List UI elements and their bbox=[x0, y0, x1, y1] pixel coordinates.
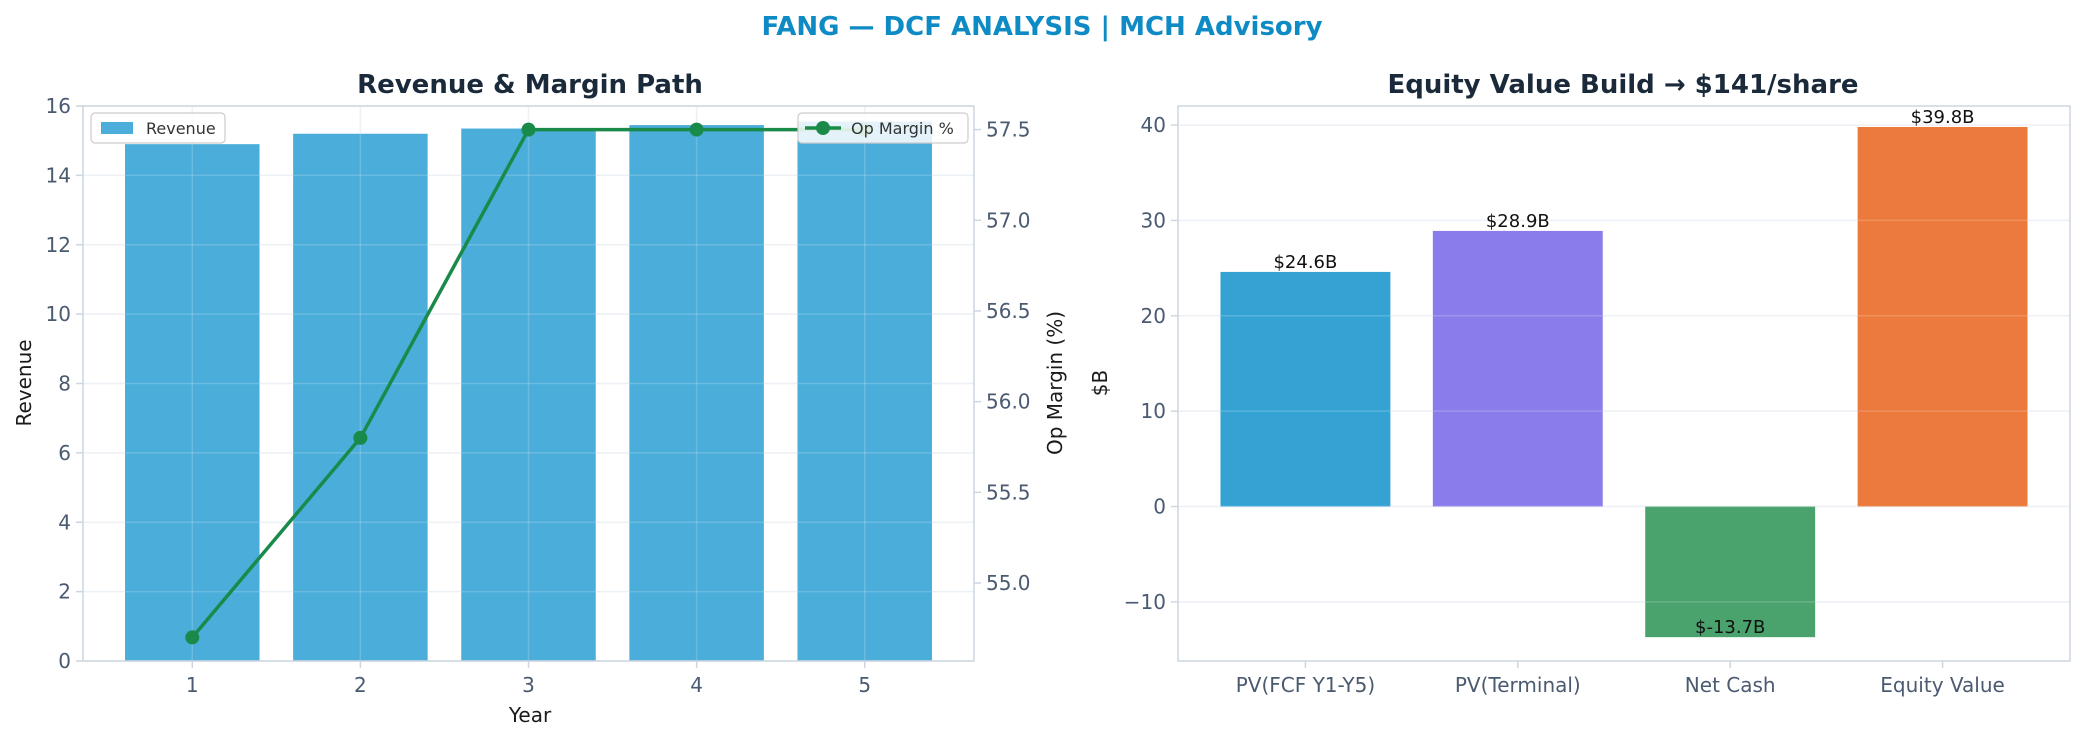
x-tick-label: 5 bbox=[858, 673, 871, 697]
y2-tick-label: 56.5 bbox=[986, 299, 1031, 323]
legend-margin: Op Margin % bbox=[797, 112, 969, 144]
y-tick-label: 10 bbox=[46, 302, 71, 326]
x-tick-label: 3 bbox=[522, 673, 535, 697]
y-tick-label: 20 bbox=[1141, 304, 1166, 328]
y-tick-label: 10 bbox=[1141, 399, 1166, 423]
y2-tick-label: 56.0 bbox=[986, 390, 1031, 414]
revenue-bar bbox=[629, 125, 764, 661]
y-tick-label: 16 bbox=[46, 94, 71, 118]
x-tick-label: PV(FCF Y1-Y5) bbox=[1236, 673, 1375, 697]
legend-label-revenue: Revenue bbox=[146, 119, 216, 138]
x-tick-label: Equity Value bbox=[1880, 673, 2005, 697]
y-tick-label: −10 bbox=[1124, 590, 1166, 614]
equity-build-chart: Equity Value Build → $141/share −10 0 10 20… bbox=[1088, 70, 2071, 697]
y2-ticks: 55.0 55.5 56.0 56.5 57.0 57.5 bbox=[974, 118, 1031, 595]
x-ticks: PV(FCF Y1-Y5) PV(Terminal) Net Cash Equity … bbox=[1236, 661, 2005, 697]
legend-label-margin: Op Margin % bbox=[851, 119, 954, 138]
data-label: $-13.7B bbox=[1695, 617, 1765, 638]
equity-bar bbox=[1645, 506, 1816, 638]
data-label: $24.6B bbox=[1273, 252, 1337, 273]
y-ticks: −10 0 10 20 30 40 bbox=[1124, 113, 1178, 614]
y2-tick-label: 57.0 bbox=[986, 208, 1031, 232]
x-ticks: 1 2 3 4 5 bbox=[186, 661, 871, 697]
y-tick-label: 12 bbox=[46, 233, 71, 257]
x-tick-label: 1 bbox=[186, 673, 199, 697]
margin-point bbox=[689, 122, 704, 137]
data-labels: $24.6B $28.9B $-13.7B $39.8B bbox=[1273, 107, 1974, 638]
revenue-bar bbox=[125, 144, 260, 661]
y-tick-label: 40 bbox=[1141, 113, 1166, 137]
y2-tick-label: 57.5 bbox=[986, 118, 1031, 142]
y2-axis-label: Op Margin (%) bbox=[1043, 311, 1067, 455]
chart-title: Revenue & Margin Path bbox=[357, 70, 703, 100]
legend-revenue: Revenue bbox=[90, 112, 226, 144]
x-tick-label: 2 bbox=[354, 673, 367, 697]
revenue-bar bbox=[797, 121, 932, 661]
margin-point bbox=[521, 122, 536, 137]
x-tick-label: 4 bbox=[690, 673, 703, 697]
x-tick-label: PV(Terminal) bbox=[1455, 673, 1581, 697]
equity-bars bbox=[1178, 124, 2070, 638]
data-label: $39.8B bbox=[1911, 107, 1975, 128]
margin-point bbox=[353, 430, 368, 445]
legend-box bbox=[90, 112, 226, 144]
y2-tick-label: 55.5 bbox=[986, 480, 1031, 504]
revenue-bar bbox=[293, 133, 428, 661]
y-tick-label: 2 bbox=[58, 580, 71, 604]
y-tick-label: 0 bbox=[58, 649, 71, 673]
y-tick-label: 6 bbox=[58, 441, 71, 465]
y-tick-label: 30 bbox=[1141, 208, 1166, 232]
data-label: $28.9B bbox=[1486, 211, 1550, 232]
equity-bar bbox=[1432, 230, 1603, 507]
y-tick-label: 14 bbox=[46, 163, 71, 187]
equity-bar bbox=[1220, 271, 1391, 507]
y-tick-label: 0 bbox=[1153, 495, 1166, 519]
y2-tick-label: 55.0 bbox=[986, 571, 1031, 595]
x-tick-label: Net Cash bbox=[1685, 673, 1776, 697]
margin-point bbox=[185, 630, 200, 645]
revenue-bar bbox=[461, 128, 596, 661]
legend-box bbox=[797, 112, 969, 144]
revenue-bars bbox=[83, 105, 974, 662]
y-ticks: 0 2 4 6 8 10 12 14 16 bbox=[46, 94, 83, 673]
legend-swatch-revenue bbox=[101, 122, 133, 134]
legend-marker-margin bbox=[816, 121, 830, 135]
y-tick-label: 8 bbox=[58, 372, 71, 396]
y-axis-label: Revenue bbox=[12, 339, 36, 426]
y-axis-label: $B bbox=[1088, 370, 1112, 396]
figure-title: FANG — DCF ANALYSIS | MCH Advisory bbox=[761, 12, 1322, 42]
equity-bar bbox=[1857, 126, 2028, 507]
plot-frame bbox=[1177, 105, 2071, 662]
chart-title: Equity Value Build → $141/share bbox=[1387, 70, 1858, 100]
x-axis-label: Year bbox=[508, 703, 552, 727]
margin-line bbox=[185, 122, 872, 645]
y-tick-label: 4 bbox=[58, 510, 71, 534]
